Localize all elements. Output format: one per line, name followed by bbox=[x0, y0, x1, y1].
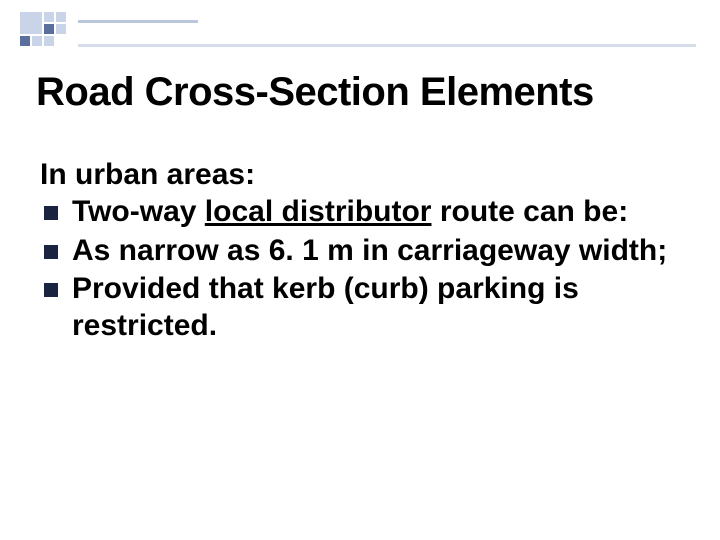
square-bullet-icon bbox=[44, 245, 58, 259]
list-item-text: As narrow as 6. 1 m in carriageway width… bbox=[72, 233, 680, 270]
bullet-list: Two-way local distributor route can be:A… bbox=[40, 194, 680, 344]
square-bullet-icon bbox=[44, 283, 58, 297]
header-decoration-line-short bbox=[78, 20, 198, 23]
slide-body: In urban areas: Two-way local distributo… bbox=[40, 158, 680, 346]
header-decoration-square bbox=[32, 36, 42, 46]
list-item-text: Two-way local distributor route can be: bbox=[72, 194, 680, 231]
list-item: As narrow as 6. 1 m in carriageway width… bbox=[40, 233, 680, 270]
header-decoration-square bbox=[56, 24, 66, 34]
header-decoration-square bbox=[44, 24, 54, 34]
header-decoration-square bbox=[20, 12, 42, 34]
square-bullet-icon bbox=[44, 206, 58, 220]
header-decoration-square bbox=[44, 36, 54, 46]
header-decoration-squares bbox=[20, 12, 74, 48]
list-item-text: Provided that kerb (curb) parking is res… bbox=[72, 271, 680, 344]
header-decoration-square bbox=[20, 36, 30, 46]
header-decoration-square bbox=[44, 12, 54, 22]
list-item: Provided that kerb (curb) parking is res… bbox=[40, 271, 680, 344]
header-decoration-square bbox=[56, 12, 66, 22]
list-item: Two-way local distributor route can be: bbox=[40, 194, 680, 231]
header-decoration bbox=[0, 0, 720, 58]
slide-title: Road Cross-Section Elements bbox=[36, 70, 594, 115]
lead-text: In urban areas: bbox=[40, 158, 680, 192]
header-decoration-line-long bbox=[78, 44, 696, 47]
